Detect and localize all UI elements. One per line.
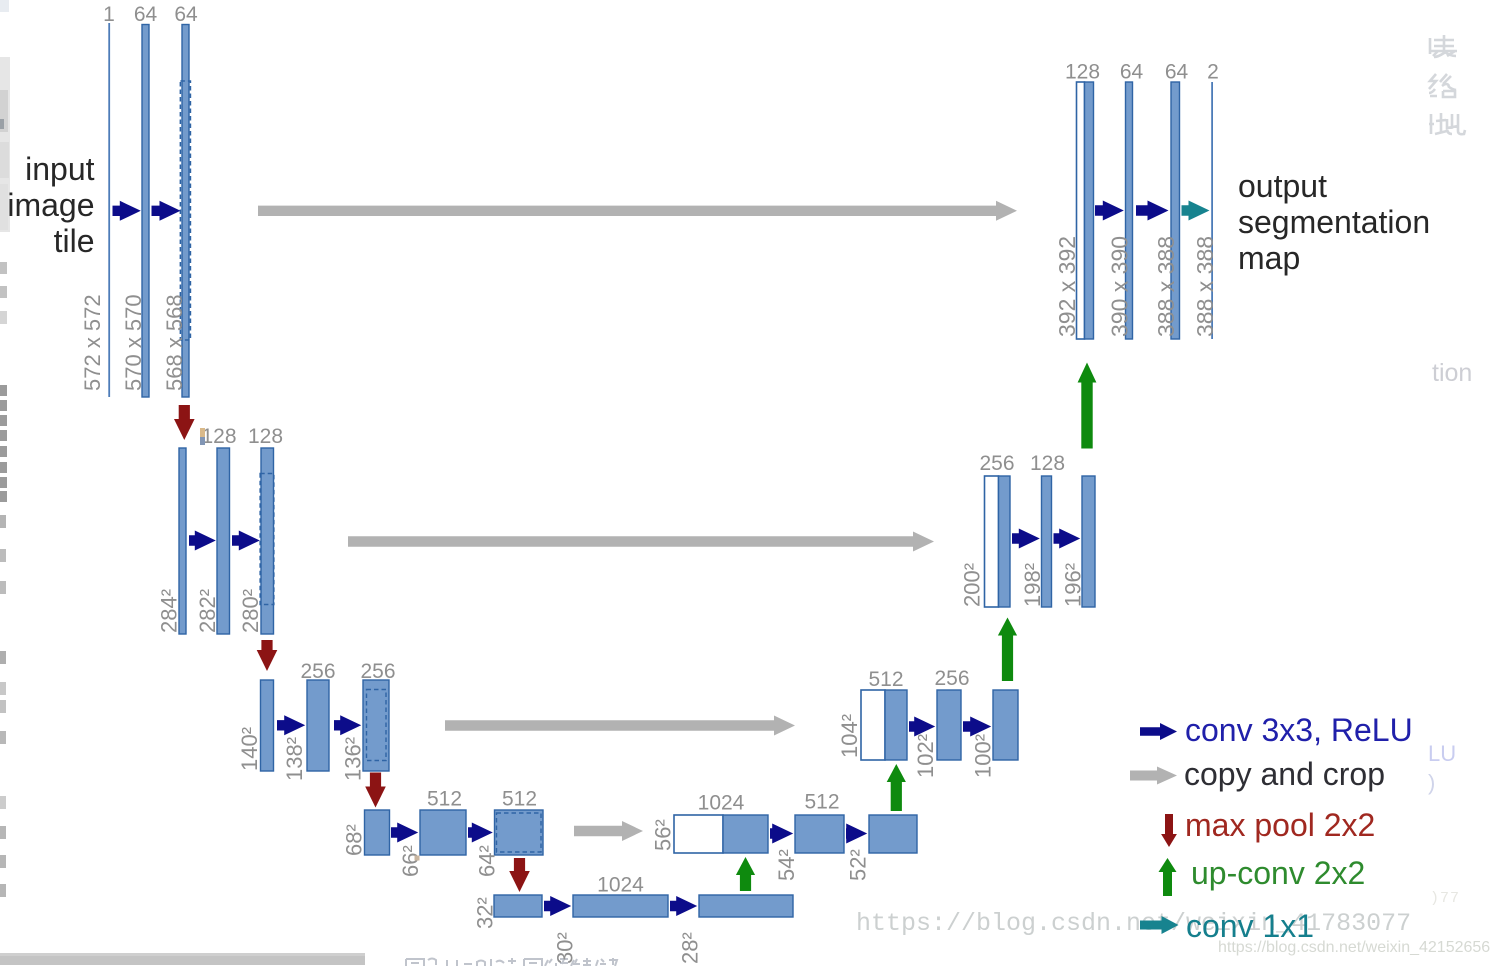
svg-text:2: 2	[1207, 61, 1219, 84]
svg-text:64: 64	[1120, 61, 1144, 84]
svg-text:388 x 388: 388 x 388	[1153, 236, 1179, 337]
svg-text:280²: 280²	[238, 589, 263, 633]
svg-text:image: image	[7, 187, 94, 223]
svg-text:256: 256	[979, 452, 1014, 475]
svg-text:256: 256	[360, 660, 395, 683]
svg-text:388 x 388: 388 x 388	[1192, 236, 1218, 337]
svg-text:map: map	[1238, 240, 1300, 276]
svg-text:64²: 64²	[474, 845, 499, 877]
svg-text:LU: LU	[1428, 741, 1456, 766]
svg-text:200²: 200²	[959, 563, 984, 607]
svg-text:136²: 136²	[340, 737, 365, 781]
svg-text:30²: 30²	[552, 932, 577, 964]
svg-text:256: 256	[300, 660, 335, 683]
svg-text:282²: 282²	[195, 589, 220, 633]
svg-text:1024: 1024	[698, 792, 745, 815]
svg-text:128: 128	[1030, 452, 1065, 475]
svg-text:66²: 66²	[398, 845, 423, 877]
svg-text:output: output	[1238, 168, 1327, 204]
svg-text:512: 512	[804, 791, 839, 814]
svg-text:max pool 2x2: max pool 2x2	[1185, 807, 1375, 843]
svg-text:tile: tile	[54, 223, 95, 259]
svg-text:128: 128	[248, 425, 283, 448]
svg-text:conv 1x1: conv 1x1	[1186, 908, 1314, 944]
svg-text:conv 3x3, ReLU: conv 3x3, ReLU	[1185, 712, 1413, 748]
svg-text:https://blog.csdn.net/weixin_4: https://blog.csdn.net/weixin_42152656	[1218, 939, 1490, 956]
svg-text:568 x 568: 568 x 568	[162, 294, 187, 391]
svg-text:196²: 196²	[1060, 563, 1085, 607]
svg-text:392 x 392: 392 x 392	[1054, 236, 1080, 337]
svg-text:28²: 28²	[677, 932, 702, 964]
svg-text:54²: 54²	[774, 849, 799, 881]
svg-text:512: 512	[502, 788, 537, 811]
svg-text:32²: 32²	[472, 897, 497, 929]
svg-text:512: 512	[427, 788, 462, 811]
svg-text:1: 1	[103, 3, 115, 26]
svg-text:570 x 570: 570 x 570	[121, 294, 146, 391]
svg-text:256: 256	[934, 667, 969, 690]
svg-text:input: input	[25, 151, 95, 187]
svg-text:100²: 100²	[970, 734, 995, 778]
svg-text:68²: 68²	[341, 824, 366, 856]
svg-text:56²: 56²	[650, 819, 675, 851]
svg-text:segmentation: segmentation	[1238, 204, 1430, 240]
svg-text:390 x 390: 390 x 390	[1106, 236, 1132, 337]
svg-text:): )	[1428, 770, 1435, 795]
svg-text:198²: 198²	[1020, 563, 1045, 607]
svg-text:52²: 52²	[845, 849, 870, 881]
svg-text:copy and crop: copy and crop	[1184, 756, 1385, 792]
svg-text:up-conv 2x2: up-conv 2x2	[1191, 855, 1365, 891]
svg-text:128: 128	[201, 425, 236, 448]
svg-text:64: 64	[174, 3, 198, 26]
svg-text:512: 512	[868, 668, 903, 691]
svg-text:64: 64	[134, 3, 158, 26]
svg-text:104²: 104²	[837, 714, 862, 758]
svg-text:572 x 572: 572 x 572	[80, 294, 105, 391]
svg-text:)77: )77	[1430, 890, 1460, 907]
svg-text:102²: 102²	[913, 734, 938, 778]
svg-text:284²: 284²	[156, 589, 181, 633]
svg-text:128: 128	[1065, 61, 1100, 84]
svg-text:64: 64	[1165, 61, 1189, 84]
svg-text:https://blog.csdn.net/weixin_4: https://blog.csdn.net/weixin_41783077	[856, 909, 1411, 938]
svg-text:tion: tion	[1432, 359, 1472, 387]
svg-text:1024: 1024	[597, 874, 644, 897]
svg-text:140²: 140²	[237, 727, 262, 771]
svg-text:138²: 138²	[282, 737, 307, 781]
